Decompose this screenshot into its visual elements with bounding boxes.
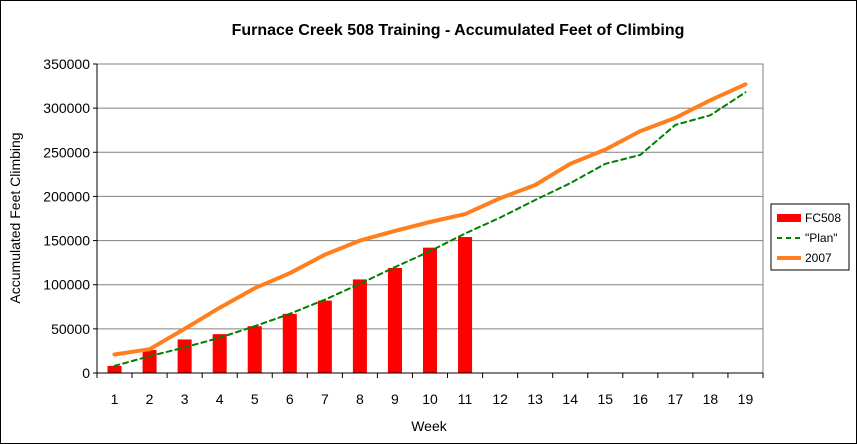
x-tick-label: 5 [251, 391, 259, 407]
bar-fc508 [282, 313, 297, 373]
bar-fc508 [142, 350, 157, 373]
y-axis: 0 50000 100000 150000 200000 250000 300000 3500… [43, 56, 98, 381]
y-tick-label: 100000 [43, 277, 90, 293]
series-line-plan [113, 91, 747, 367]
x-tick-label: 6 [286, 391, 294, 407]
bar-fc508 [247, 326, 262, 373]
x-tick-label: 13 [527, 391, 543, 407]
y-tick-label: 0 [82, 365, 90, 381]
x-tick-label: 16 [633, 391, 649, 407]
x-axis-label: Week [411, 418, 448, 434]
y-tick-label: 350000 [43, 56, 90, 72]
x-tick-label: 8 [356, 391, 364, 407]
x-tick-label: 12 [492, 391, 508, 407]
y-tick-label: 50000 [51, 321, 90, 337]
bar-fc508 [212, 334, 227, 373]
x-tick-label: 3 [181, 391, 189, 407]
y-tick-label: 300000 [43, 100, 90, 116]
x-tick-label: 2 [146, 391, 154, 407]
x-tick-label: 17 [668, 391, 684, 407]
legend-label: 2007 [805, 251, 832, 265]
x-tick-label: 1 [111, 391, 119, 407]
bar-fc508 [107, 365, 122, 373]
legend: FC508 "Plan" 2007 [770, 203, 850, 271]
series-line-2007 [112, 82, 748, 357]
bar-fc508 [422, 247, 438, 373]
bar-fc508 [177, 339, 192, 373]
legend-swatch-fc508 [777, 214, 801, 222]
bar-fc508 [317, 300, 332, 373]
y-tick-label: 150000 [43, 233, 90, 249]
x-tick-label: 19 [738, 391, 754, 407]
x-tick-label: 18 [703, 391, 719, 407]
x-tick-label: 7 [321, 391, 329, 407]
y-tick-label: 250000 [43, 144, 90, 160]
legend-label: FC508 [805, 211, 841, 225]
bar-fc508 [458, 237, 473, 373]
x-tick-label: 15 [597, 391, 613, 407]
x-axis: 1 2 3 4 5 6 7 8 9 10 11 12 13 14 15 16 17 18 19 [96, 372, 764, 407]
series-lines [112, 82, 748, 367]
chart-title: Furnace Creek 508 Training - Accumulated… [232, 22, 685, 39]
x-tick-label: 11 [458, 391, 473, 407]
x-tick-label: 14 [562, 391, 578, 407]
x-tick-label: 9 [391, 391, 399, 407]
bar-fc508 [387, 267, 402, 373]
x-tick-label: 4 [216, 391, 224, 407]
legend-label: "Plan" [805, 231, 838, 245]
y-tick-label: 200000 [43, 188, 90, 204]
bars [107, 237, 473, 373]
x-tick-label: 10 [422, 391, 438, 407]
plot-area [96, 63, 764, 374]
y-axis-label: Accumulated Feet Climbing [7, 132, 23, 303]
bar-fc508 [352, 279, 367, 373]
